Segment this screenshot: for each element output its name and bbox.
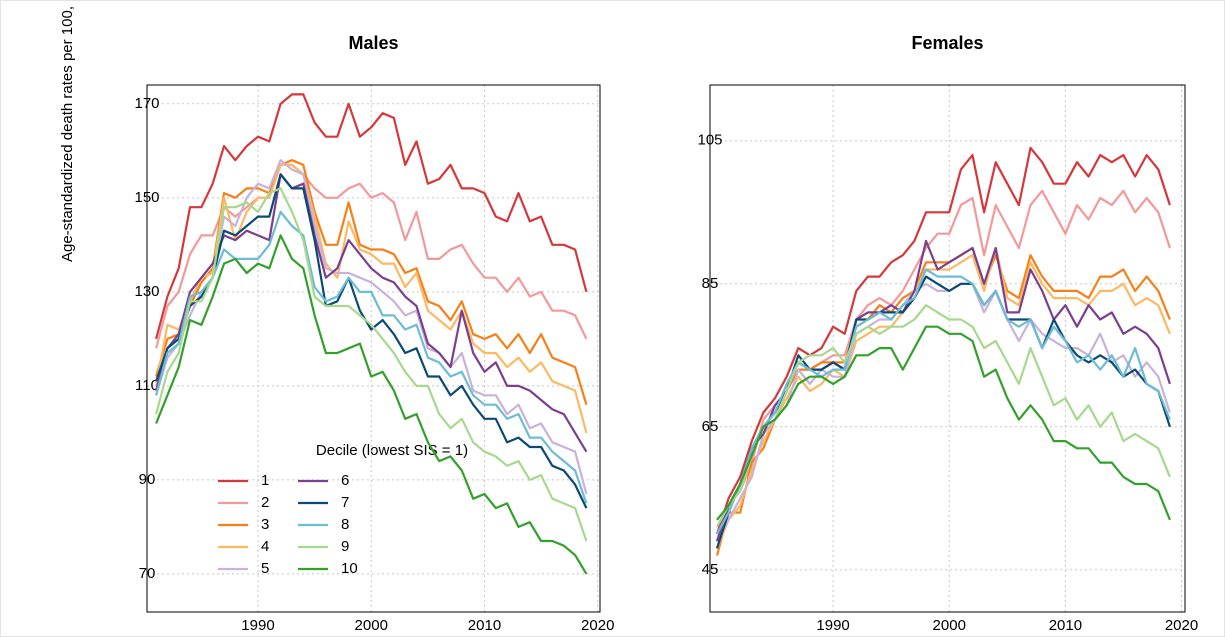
x-tick-label: 2010: [1049, 617, 1082, 634]
x-tick-label: 1990: [241, 617, 274, 634]
x-tick-label: 2000: [355, 617, 388, 634]
legend-title: Decile (lowest SIS = 1): [316, 442, 468, 459]
chart-title: Females: [911, 33, 983, 53]
series-line: [716, 268, 1171, 535]
series-line: [715, 246, 1171, 556]
series-line: [155, 159, 588, 495]
series-line: [155, 173, 588, 453]
x-tick-label: 1990: [816, 617, 849, 634]
legend-label: 7: [341, 494, 349, 511]
legend-label: 3: [261, 516, 269, 533]
series-line: [155, 234, 588, 575]
legend-label: 8: [341, 516, 349, 533]
legend-label: 2: [261, 494, 269, 511]
legend-label: 6: [341, 472, 349, 489]
chart-title: Males: [348, 33, 398, 53]
series-line: [155, 210, 588, 504]
series-line: [715, 146, 1171, 535]
plot-frame: [146, 84, 601, 613]
y-axis-label: Age-standardized death rates per 100,: [59, 6, 76, 262]
legend-label: 1: [261, 472, 269, 489]
x-tick-label: 2020: [581, 617, 614, 634]
legend-label: 5: [261, 560, 269, 577]
series-line: [155, 187, 588, 542]
series-line: [155, 173, 588, 509]
x-tick-label: 2010: [468, 617, 501, 634]
series-line: [155, 159, 588, 406]
series-line: [716, 304, 1171, 528]
legend-label: 4: [261, 538, 269, 555]
plot-frame: [709, 84, 1186, 613]
legend-label: 10: [341, 560, 358, 577]
x-tick-label: 2000: [933, 617, 966, 634]
series-line: [716, 282, 1171, 542]
series-line: [716, 325, 1171, 521]
x-tick-label: 2020: [1165, 617, 1198, 634]
legend-label: 9: [341, 538, 349, 555]
series-line: [155, 163, 588, 434]
series-line: [155, 93, 588, 340]
